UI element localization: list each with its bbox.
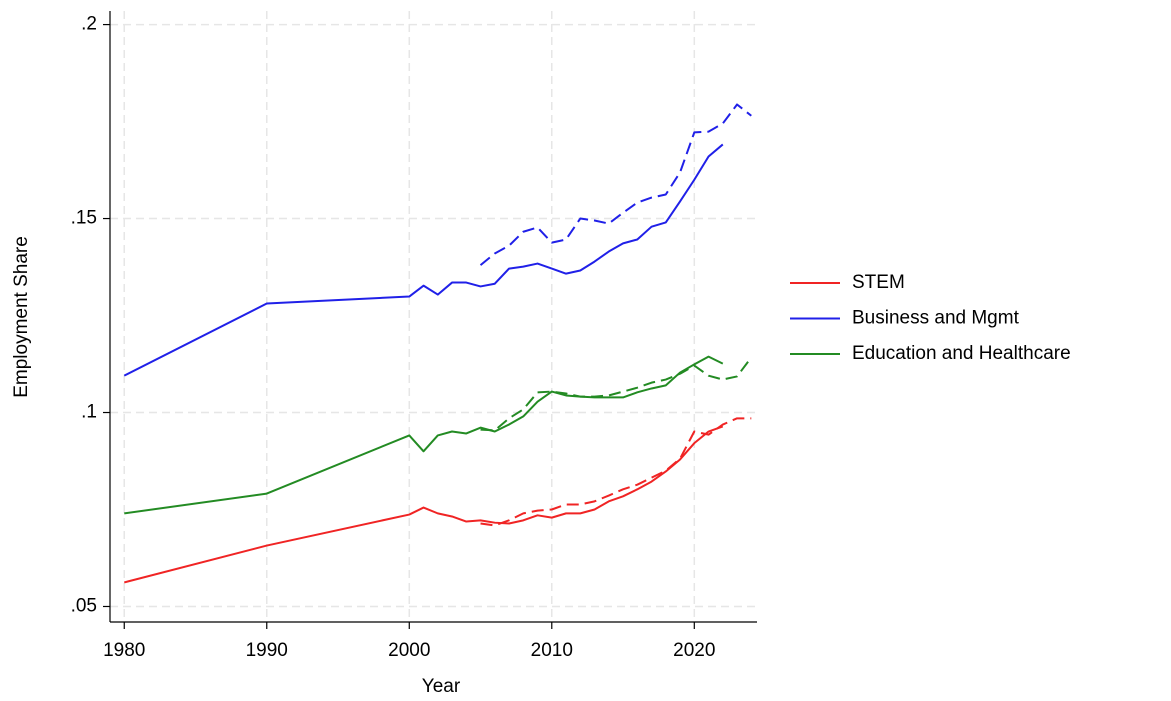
legend-label: Business and Mgmt <box>852 308 1020 329</box>
y-axis-label: Employment Share <box>11 236 32 398</box>
y-tick-label: .1 <box>81 402 97 423</box>
y-tick-label: .15 <box>71 208 97 229</box>
x-axis-label: Year <box>422 676 461 697</box>
x-tick-label: 2010 <box>531 640 573 661</box>
series-line <box>123 143 724 377</box>
series-line <box>480 356 753 432</box>
y-tick-label: .05 <box>71 595 97 616</box>
series-line <box>124 425 724 584</box>
series-line <box>479 103 752 266</box>
legend-label: STEM <box>852 272 905 293</box>
series-line <box>480 417 752 527</box>
series-line <box>124 355 724 515</box>
x-tick-label: 1990 <box>246 640 288 661</box>
legend-label: Education and Healthcare <box>852 343 1071 364</box>
x-tick-label: 2000 <box>388 640 430 661</box>
x-tick-label: 1980 <box>103 640 145 661</box>
x-tick-label: 2020 <box>673 640 715 661</box>
y-tick-label: .2 <box>81 14 97 35</box>
